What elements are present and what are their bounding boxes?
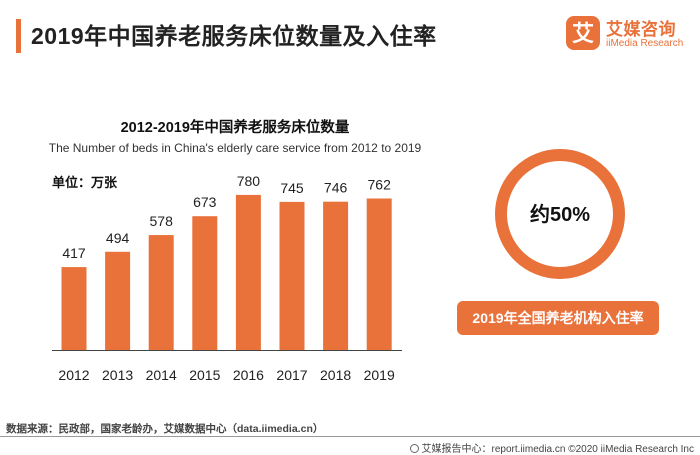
brand-logo-icon: 艾 bbox=[566, 16, 600, 50]
bar bbox=[279, 201, 305, 350]
data-label: 746 bbox=[324, 180, 348, 196]
bar bbox=[192, 216, 218, 350]
data-label: 673 bbox=[193, 194, 217, 210]
data-label: 578 bbox=[150, 213, 174, 229]
unit-label: 单位：万张 bbox=[52, 175, 118, 190]
bar bbox=[366, 198, 392, 350]
bar bbox=[105, 251, 131, 350]
brand: 艾 艾媒咨询 iiMedia Research bbox=[566, 14, 684, 54]
x-tick-label: 2017 bbox=[276, 367, 307, 383]
page-title: 2019年中国养老服务床位数量及入住率 bbox=[31, 23, 437, 49]
bar bbox=[235, 194, 261, 350]
data-label: 762 bbox=[368, 176, 392, 192]
brand-logo-char: 艾 bbox=[572, 22, 594, 47]
data-label: 780 bbox=[237, 173, 261, 189]
footer-divider bbox=[0, 436, 700, 437]
occupancy-value: 约50% bbox=[529, 204, 591, 226]
occupancy-label: 2019年全国养老机构入住率 bbox=[457, 301, 659, 335]
data-label: 745 bbox=[280, 180, 304, 196]
data-source: 数据来源：民政部，国家老龄办，艾媒数据中心（data.iimedia.cn） bbox=[6, 423, 324, 435]
x-tick-label: 2019 bbox=[364, 367, 395, 383]
x-tick-label: 2014 bbox=[146, 367, 177, 383]
x-tick-label: 2012 bbox=[58, 367, 89, 383]
x-tick-label: 2013 bbox=[102, 367, 133, 383]
data-label: 417 bbox=[62, 245, 86, 261]
copyright-icon bbox=[409, 444, 419, 453]
data-label: 494 bbox=[106, 230, 130, 246]
copyright: 艾媒报告中心：report.iimedia.cn ©2020 iiMedia R… bbox=[409, 440, 694, 455]
chart-subtitle: The Number of beds in China's elderly ca… bbox=[48, 141, 422, 155]
bar bbox=[323, 201, 349, 350]
x-tick-label: 2018 bbox=[320, 367, 351, 383]
x-tick-label: 2015 bbox=[189, 367, 220, 383]
x-tick-label: 2016 bbox=[233, 367, 264, 383]
bar bbox=[61, 267, 87, 350]
bar bbox=[148, 235, 174, 350]
copyright-text: 艾媒报告中心：report.iimedia.cn ©2020 iiMedia R… bbox=[421, 444, 694, 455]
brand-name: 艾媒咨询 bbox=[606, 20, 676, 39]
title-accent-bar bbox=[16, 19, 21, 53]
brand-name-en: iiMedia Research bbox=[606, 38, 684, 49]
chart-title: 2012-2019年中国养老服务床位数量 bbox=[120, 120, 350, 136]
